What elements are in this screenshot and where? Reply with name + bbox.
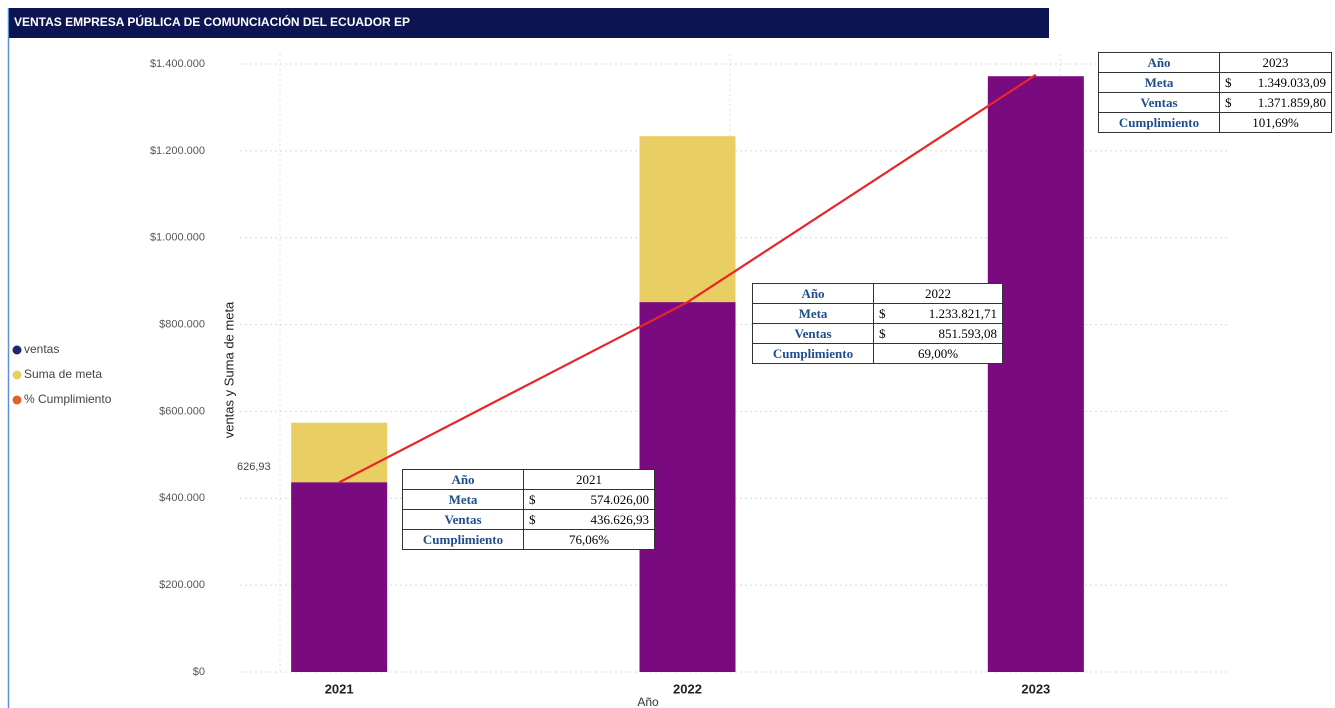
table-cell: $ bbox=[1219, 72, 1242, 93]
table-cell: 76,06% bbox=[523, 529, 655, 550]
bar bbox=[987, 76, 1084, 672]
table-cell: Cumplimiento bbox=[402, 529, 524, 550]
bar bbox=[291, 482, 388, 672]
table-row: Año 2022 bbox=[752, 283, 1003, 304]
table-cell: Año bbox=[402, 469, 524, 490]
x-tick-label: 2022 bbox=[673, 681, 702, 696]
legend-label: ventas bbox=[24, 342, 59, 356]
table-cell: 436.626,93 bbox=[546, 509, 655, 530]
table-cell: 69,00% bbox=[873, 343, 1003, 364]
y-axis-title: ventas y Suma de meta bbox=[221, 301, 236, 438]
table-row: Cumplimiento 69,00% bbox=[752, 343, 1003, 364]
table-row: Año 2021 bbox=[402, 469, 655, 490]
table-cell: Ventas bbox=[1098, 92, 1220, 113]
table-cell: Ventas bbox=[402, 509, 524, 530]
table-cell: 2022 bbox=[873, 283, 1003, 304]
y-tick-label: $1.400.000 bbox=[150, 58, 205, 70]
legend-label: % Cumplimiento bbox=[24, 392, 112, 406]
table-cell: 2021 bbox=[523, 469, 655, 490]
y-tick-label: $0 bbox=[193, 666, 205, 678]
info-table: Año 2023 Meta $1.349.033,09 Ventas $1.371.859… bbox=[1098, 52, 1332, 133]
info-table: Año 2021 Meta $574.026,00 Ventas $436.626,93 C… bbox=[402, 469, 655, 550]
table-cell: Cumplimiento bbox=[1098, 112, 1220, 133]
legend-dot bbox=[12, 345, 22, 355]
table-cell: 1.371.859,80 bbox=[1242, 92, 1332, 113]
table-cell: Año bbox=[1098, 52, 1220, 73]
table-cell: 851.593,08 bbox=[896, 323, 1003, 344]
table-cell: 2023 bbox=[1219, 52, 1332, 73]
table-row: Meta $1.349.033,09 bbox=[1098, 72, 1332, 93]
bar bbox=[639, 302, 736, 672]
table-cell: Meta bbox=[402, 489, 524, 510]
x-tick-label: 2021 bbox=[325, 681, 354, 696]
table-row: Ventas $436.626,93 bbox=[402, 509, 655, 530]
table-cell: $ bbox=[873, 323, 896, 344]
table-cell: $ bbox=[523, 509, 546, 530]
chart-title: VENTAS EMPRESA PÚBLICA DE COMUNCIACIÓN D… bbox=[14, 14, 410, 29]
table-cell: 101,69% bbox=[1219, 112, 1332, 133]
y-tick-label: $600.000 bbox=[159, 405, 205, 417]
table-cell: $ bbox=[1219, 92, 1242, 113]
legend-label: Suma de meta bbox=[24, 367, 102, 381]
table-cell: $ bbox=[523, 489, 546, 510]
title-bar bbox=[9, 8, 1049, 38]
y-tick-label: $1.200.000 bbox=[150, 145, 205, 157]
info-table: Año 2022 Meta $1.233.821,71 Ventas $851.593,0… bbox=[752, 283, 1003, 364]
table-cell: $ bbox=[873, 303, 896, 324]
table-row: Meta $1.233.821,71 bbox=[752, 303, 1003, 324]
table-cell: Año bbox=[752, 283, 874, 304]
table-row: Año 2023 bbox=[1098, 52, 1332, 73]
y-tick-label: $1.000.000 bbox=[150, 232, 205, 244]
line-series bbox=[338, 73, 1037, 484]
y-tick-label: $800.000 bbox=[159, 318, 205, 330]
annotation: 626,93 bbox=[237, 461, 271, 473]
table-cell: Meta bbox=[752, 303, 874, 324]
table-row: Cumplimiento 76,06% bbox=[402, 529, 655, 550]
y-tick-label: $400.000 bbox=[159, 492, 205, 504]
table-cell: Cumplimiento bbox=[752, 343, 874, 364]
table-row: Ventas $851.593,08 bbox=[752, 323, 1003, 344]
table-row: Meta $574.026,00 bbox=[402, 489, 655, 510]
x-axis-title: Año bbox=[637, 695, 659, 708]
y-tick-label: $200.000 bbox=[159, 579, 205, 591]
table-row: Ventas $1.371.859,80 bbox=[1098, 92, 1332, 113]
table-cell: 574.026,00 bbox=[546, 489, 655, 510]
x-tick-label: 2023 bbox=[1021, 681, 1050, 696]
legend-dot bbox=[12, 395, 22, 405]
table-cell: Ventas bbox=[752, 323, 874, 344]
table-row: Cumplimiento 101,69% bbox=[1098, 112, 1332, 133]
table-cell: 1.233.821,71 bbox=[896, 303, 1003, 324]
table-cell: 1.349.033,09 bbox=[1242, 72, 1332, 93]
table-cell: Meta bbox=[1098, 72, 1220, 93]
legend-dot bbox=[12, 370, 22, 380]
